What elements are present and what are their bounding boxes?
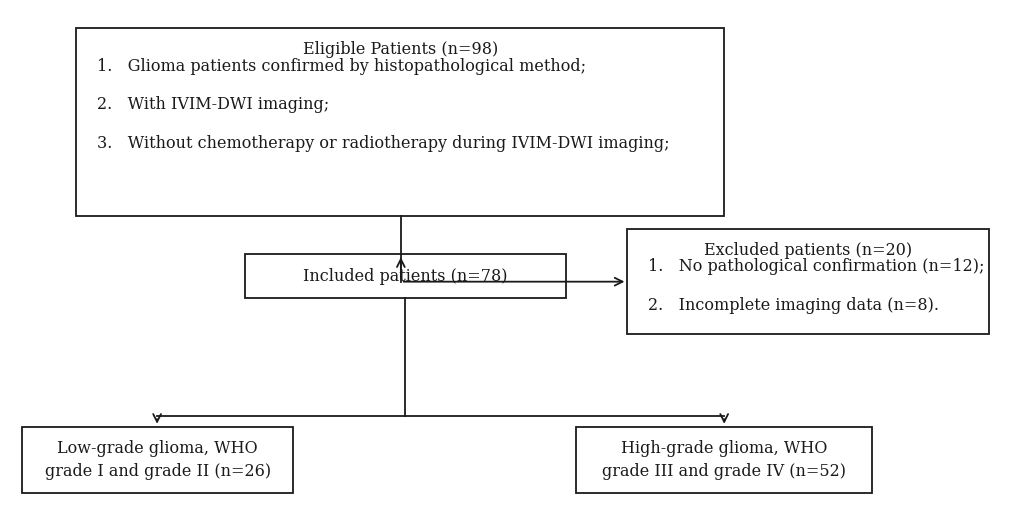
Bar: [245, 254, 566, 298]
Bar: [76, 28, 723, 216]
Text: 3.   Without chemotherapy or radiotherapy during IVIM-DWI imaging;: 3. Without chemotherapy or radiotherapy …: [97, 135, 668, 152]
Text: Low-grade glioma, WHO: Low-grade glioma, WHO: [57, 440, 258, 457]
Bar: [22, 427, 292, 493]
Text: Eligible Patients (n=98): Eligible Patients (n=98): [303, 41, 497, 58]
Text: 1.   Glioma patients confirmed by histopathological method;: 1. Glioma patients confirmed by histopat…: [97, 58, 586, 75]
Bar: [627, 229, 988, 334]
Text: High-grade glioma, WHO: High-grade glioma, WHO: [621, 440, 826, 457]
Bar: [576, 427, 871, 493]
Text: grade III and grade IV (n=52): grade III and grade IV (n=52): [601, 463, 846, 480]
Text: 1.   No pathological confirmation (n=12);: 1. No pathological confirmation (n=12);: [647, 258, 983, 275]
Text: 2.   With IVIM-DWI imaging;: 2. With IVIM-DWI imaging;: [97, 96, 329, 113]
Text: grade I and grade II (n=26): grade I and grade II (n=26): [45, 463, 270, 480]
Text: Excluded patients (n=20): Excluded patients (n=20): [703, 242, 912, 259]
Text: 2.   Incomplete imaging data (n=8).: 2. Incomplete imaging data (n=8).: [647, 297, 937, 314]
Text: Included patients (n=78): Included patients (n=78): [303, 268, 507, 285]
